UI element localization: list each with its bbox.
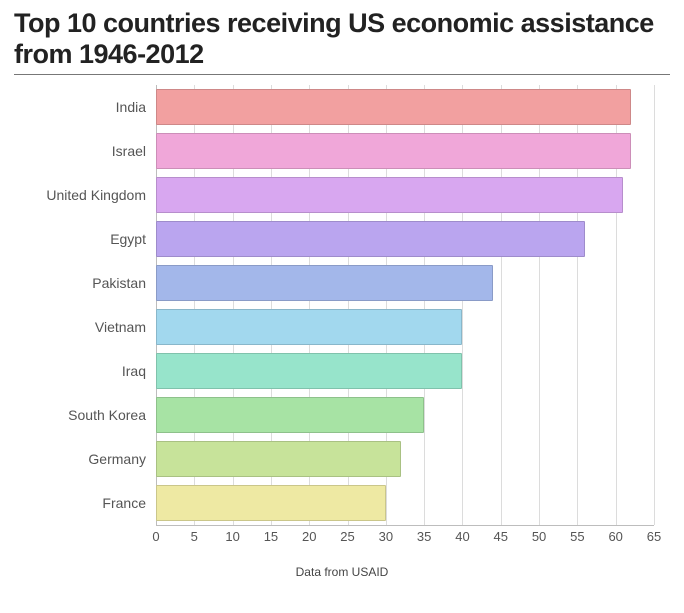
title-rule [14,74,670,75]
x-tick-label: 5 [191,529,198,544]
bar-track [156,129,654,173]
gridline [654,85,655,525]
bar [156,265,493,301]
x-tick-label: 0 [152,529,159,544]
chart-row: Germany [34,437,654,481]
bar [156,89,631,125]
chart-row: Egypt [34,217,654,261]
bar-track [156,173,654,217]
x-tick-label: 30 [379,529,393,544]
y-axis-label: Iraq [34,363,156,379]
bar-track [156,349,654,393]
x-tick-label: 10 [225,529,239,544]
y-axis-label: Germany [34,451,156,467]
bar-chart: India Israel United Kingdom Egypt Pakistan Vi… [34,85,654,547]
y-axis-label: Vietnam [34,319,156,335]
bar-track [156,85,654,129]
bar-track [156,305,654,349]
bar [156,177,623,213]
bar-track [156,217,654,261]
x-tick-label: 40 [455,529,469,544]
bar-track [156,481,654,525]
bar-track [156,393,654,437]
y-axis-label: India [34,99,156,115]
x-tick-label: 35 [417,529,431,544]
x-tick-label: 55 [570,529,584,544]
y-axis-label: Egypt [34,231,156,247]
bar [156,309,462,345]
bar-track [156,437,654,481]
chart-rows: India Israel United Kingdom Egypt Pakistan Vi… [34,85,654,525]
chart-row: Israel [34,129,654,173]
y-axis-label: South Korea [34,407,156,423]
x-tick-label: 60 [608,529,622,544]
x-axis-ticks: 05101520253035404550556065 [156,525,654,547]
y-axis-label: United Kingdom [34,187,156,203]
bar [156,397,424,433]
source-caption: Data from USAID [14,565,670,579]
x-tick-label: 50 [532,529,546,544]
x-tick-label: 45 [494,529,508,544]
chart-row: Vietnam [34,305,654,349]
chart-row: South Korea [34,393,654,437]
y-axis-label: Israel [34,143,156,159]
x-tick-label: 20 [302,529,316,544]
bar-track [156,261,654,305]
bar [156,485,386,521]
chart-row: Iraq [34,349,654,393]
x-tick-label: 65 [647,529,661,544]
bar [156,441,401,477]
page: Top 10 countries receiving US economic a… [0,0,684,613]
chart-row: United Kingdom [34,173,654,217]
bar [156,353,462,389]
y-axis-label: France [34,495,156,511]
x-tick-label: 15 [264,529,278,544]
chart-row: France [34,481,654,525]
chart-row: Pakistan [34,261,654,305]
page-title: Top 10 countries receiving US economic a… [14,8,670,70]
x-tick-label: 25 [340,529,354,544]
chart-row: India [34,85,654,129]
y-axis-label: Pakistan [34,275,156,291]
bar [156,133,631,169]
bar [156,221,585,257]
